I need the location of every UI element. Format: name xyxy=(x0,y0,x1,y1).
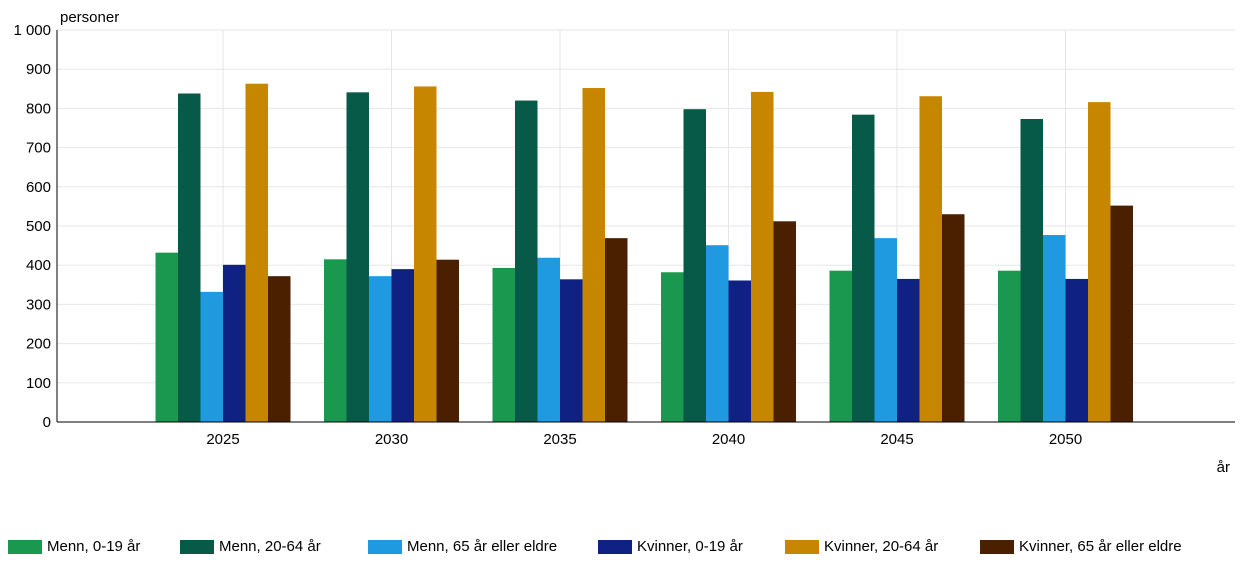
bar xyxy=(324,259,347,422)
legend-label: Kvinner, 65 år eller eldre xyxy=(1019,538,1182,555)
bar xyxy=(1110,205,1133,422)
bar xyxy=(874,238,897,422)
bar xyxy=(245,83,268,422)
bar xyxy=(369,276,392,422)
x-tick-label: 2040 xyxy=(712,431,745,448)
bar xyxy=(268,276,291,422)
legend-swatch xyxy=(368,540,402,554)
bar xyxy=(515,100,538,422)
legend-label: Menn, 0-19 år xyxy=(47,538,141,555)
legend-swatch xyxy=(8,540,42,554)
bar xyxy=(1088,102,1111,423)
x-axis-label: år xyxy=(1217,459,1230,476)
y-tick-label: 600 xyxy=(26,179,51,196)
bar xyxy=(391,269,414,422)
legend-item[interactable]: Menn, 20-64 år xyxy=(180,538,321,556)
y-tick-label: 1 000 xyxy=(13,22,51,39)
x-tick-label: 2030 xyxy=(375,431,408,448)
bar xyxy=(178,93,201,422)
bar xyxy=(582,88,605,423)
legend-item[interactable]: Kvinner, 20-64 år xyxy=(785,538,938,556)
legend-swatch xyxy=(598,540,632,554)
legend: Menn, 0-19 år Menn, 20-64 år Menn, 65 år e… xyxy=(8,538,1238,558)
bar xyxy=(1043,235,1066,422)
y-tick-label: 400 xyxy=(26,257,51,274)
legend-item[interactable]: Kvinner, 0-19 år xyxy=(598,538,743,556)
y-tick-label: 100 xyxy=(26,375,51,392)
bar xyxy=(683,109,706,423)
legend-swatch xyxy=(180,540,214,554)
bar xyxy=(537,257,560,422)
legend-label: Menn, 20-64 år xyxy=(219,538,321,555)
bar xyxy=(560,279,583,422)
legend-item[interactable]: Menn, 0-19 år xyxy=(8,538,140,556)
bar xyxy=(706,245,729,422)
bar xyxy=(998,270,1021,422)
bar xyxy=(897,278,920,422)
x-tick-label: 2045 xyxy=(880,431,913,448)
bar xyxy=(728,280,751,422)
legend-swatch xyxy=(785,540,819,554)
bar xyxy=(1020,118,1043,422)
bar xyxy=(773,221,796,422)
y-tick-label: 800 xyxy=(26,100,51,117)
bar xyxy=(751,91,774,422)
legend-swatch xyxy=(980,540,1014,554)
bar xyxy=(414,86,437,422)
legend-item[interactable]: Menn, 65 år eller eldre xyxy=(368,538,557,556)
bar xyxy=(436,259,459,422)
bar xyxy=(661,272,684,422)
y-tick-label: 900 xyxy=(26,61,51,78)
bar xyxy=(346,92,369,422)
x-tick-label: 2025 xyxy=(206,431,239,448)
legend-label: Menn, 65 år eller eldre xyxy=(407,538,558,555)
bar xyxy=(492,267,515,422)
y-tick-label: 200 xyxy=(26,336,51,353)
chart-plot: 0 100 200 300 400 500 600 700 800 900 1 000 2025 203… xyxy=(13,9,1235,476)
legend-item[interactable]: Kvinner, 65 år eller eldre xyxy=(980,538,1182,556)
y-tick-label: 500 xyxy=(26,218,51,235)
y-tick-label: 700 xyxy=(26,140,51,157)
y-axis-label: personer xyxy=(60,9,119,26)
bar xyxy=(919,96,942,423)
bar xyxy=(1065,278,1088,422)
x-tick-label: 2050 xyxy=(1049,431,1082,448)
legend-label: Kvinner, 0-19 år xyxy=(637,538,743,555)
bar xyxy=(223,264,246,422)
bar xyxy=(200,291,223,422)
legend-label: Kvinner, 20-64 år xyxy=(824,538,939,555)
bar xyxy=(605,238,628,422)
axes: 0 100 200 300 400 500 600 700 800 900 1 000 2025 203… xyxy=(13,22,1235,448)
y-tick-label: 300 xyxy=(26,296,51,313)
bar xyxy=(852,114,875,422)
bar xyxy=(942,214,965,422)
y-tick-label: 0 xyxy=(43,414,51,431)
bars xyxy=(155,83,1133,423)
bar xyxy=(829,270,852,422)
bar xyxy=(155,252,178,422)
x-tick-label: 2035 xyxy=(543,431,576,448)
